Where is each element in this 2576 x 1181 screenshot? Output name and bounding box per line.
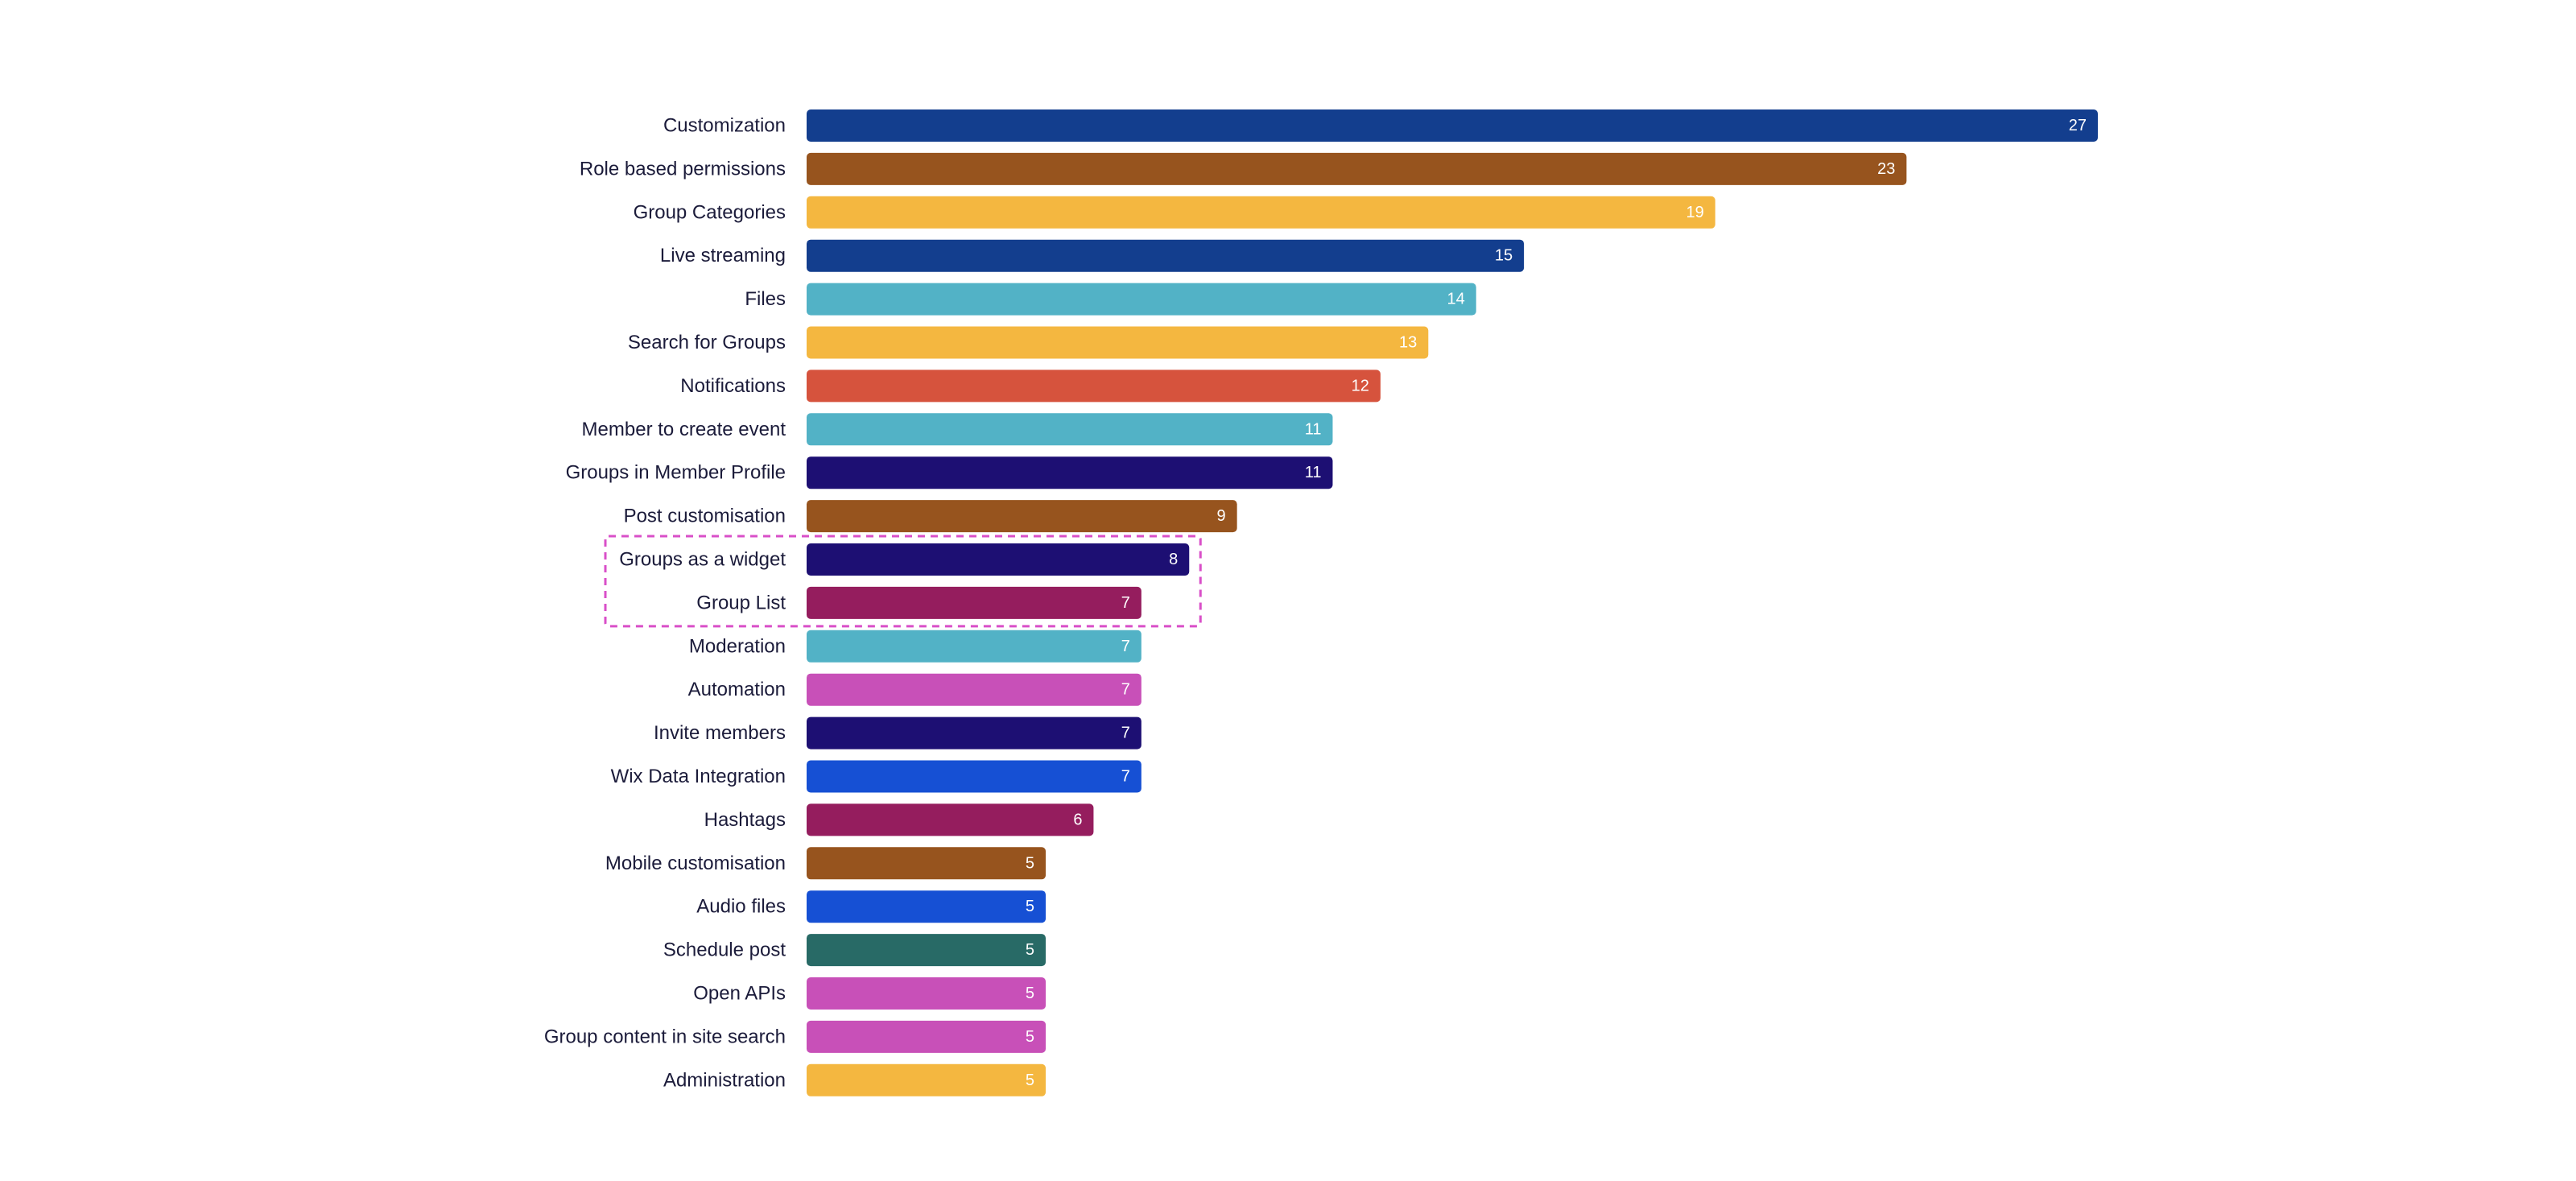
- category-label-moderation: Moderation: [689, 635, 786, 657]
- category-label-administration: Administration: [663, 1069, 786, 1091]
- category-label-groups-as-a-widget: Groups as a widget: [619, 549, 786, 571]
- value-label-post-customisation: 9: [1217, 507, 1226, 525]
- category-label-group-content-in-site-search: Group content in site search: [544, 1026, 786, 1047]
- bar-invite-members: [807, 716, 1141, 749]
- category-label-wix-data-integration: Wix Data Integration: [611, 766, 786, 787]
- value-label-automation: 7: [1121, 681, 1130, 699]
- bar-group-content-in-site-search: [807, 1020, 1046, 1053]
- category-labels: Customization Role based permissions Group…: [544, 115, 786, 1092]
- value-label-live-streaming: 15: [1495, 247, 1513, 265]
- bar-role-based-permissions: [807, 152, 1907, 185]
- value-label-wix-data-integration: 7: [1121, 768, 1130, 786]
- value-label-notifications: 12: [1352, 377, 1369, 394]
- value-label-group-list: 7: [1121, 594, 1130, 612]
- bar-search-for-groups: [807, 326, 1429, 359]
- bar-schedule-post: [807, 934, 1046, 967]
- category-label-automation: Automation: [688, 679, 786, 700]
- category-label-member-to-create-event: Member to create event: [582, 419, 786, 440]
- bar-mobile-customisation: [807, 847, 1046, 880]
- bar-member-to-create-event: [807, 413, 1333, 446]
- value-label-search-for-groups: 13: [1399, 334, 1417, 352]
- category-label-live-streaming: Live streaming: [660, 245, 786, 266]
- category-label-mobile-customisation: Mobile customisation: [605, 853, 786, 874]
- value-label-group-content-in-site-search: 5: [1026, 1028, 1034, 1046]
- value-label-groups-in-member-profile: 11: [1305, 464, 1322, 481]
- value-label-open-apis: 5: [1026, 985, 1034, 1002]
- highlight-layer: [604, 535, 1202, 628]
- bar-open-apis: [807, 977, 1046, 1010]
- bar-moderation: [807, 630, 1141, 663]
- value-label-invite-members: 7: [1121, 725, 1130, 742]
- value-label-member-to-create-event: 11: [1305, 420, 1322, 438]
- bars-layer: [807, 109, 2098, 1096]
- bar-hashtags: [807, 803, 1094, 836]
- value-label-role-based-permissions: 23: [1877, 160, 1895, 178]
- bar-groups-in-member-profile: [807, 456, 1333, 489]
- value-label-files: 14: [1447, 291, 1464, 308]
- category-label-open-apis: Open APIs: [693, 983, 786, 1005]
- category-label-group-categories: Group Categories: [634, 201, 786, 223]
- category-label-post-customisation: Post customisation: [624, 506, 786, 527]
- value-label-administration: 5: [1026, 1072, 1034, 1089]
- category-label-invite-members: Invite members: [654, 722, 786, 744]
- value-label-schedule-post: 5: [1026, 941, 1034, 959]
- value-label-audio-files: 5: [1026, 898, 1034, 915]
- highlight-box: [604, 535, 1202, 628]
- value-label-group-categories: 19: [1686, 204, 1703, 221]
- value-label-hashtags: 6: [1073, 811, 1082, 828]
- value-label-groups-as-a-widget: 8: [1169, 551, 1178, 568]
- category-label-files: Files: [745, 288, 786, 310]
- bar-group-list: [807, 586, 1141, 619]
- bar-wix-data-integration: [807, 760, 1141, 793]
- bar-audio-files: [807, 890, 1046, 923]
- value-label-customization: 27: [2069, 117, 2087, 134]
- bar-live-streaming: [807, 239, 1525, 272]
- bar-files: [807, 283, 1476, 316]
- category-label-groups-in-member-profile: Groups in Member Profile: [566, 462, 786, 484]
- category-label-notifications: Notifications: [680, 375, 786, 397]
- category-label-audio-files: Audio files: [696, 896, 786, 918]
- category-label-schedule-post: Schedule post: [663, 939, 786, 961]
- value-label-mobile-customisation: 5: [1026, 854, 1034, 872]
- category-label-search-for-groups: Search for Groups: [628, 332, 786, 353]
- category-label-customization: Customization: [663, 115, 786, 137]
- bar-post-customisation: [807, 500, 1237, 533]
- bar-customization: [807, 109, 2098, 142]
- bar-group-categories: [807, 196, 1715, 229]
- category-label-role-based-permissions: Role based permissions: [580, 158, 786, 180]
- bar-automation: [807, 673, 1141, 706]
- value-labels: 27 23 19 15 14 13 12 11 11 9 8 7 7 7 7 7 6 5 5 5 5 5 5: [1026, 117, 2087, 1089]
- bar-groups-as-a-widget: [807, 543, 1190, 576]
- bar-notifications: [807, 370, 1381, 403]
- category-label-hashtags: Hashtags: [704, 809, 786, 831]
- bar-administration: [807, 1063, 1046, 1096]
- category-label-group-list: Group List: [696, 592, 786, 613]
- value-label-moderation: 7: [1121, 638, 1130, 655]
